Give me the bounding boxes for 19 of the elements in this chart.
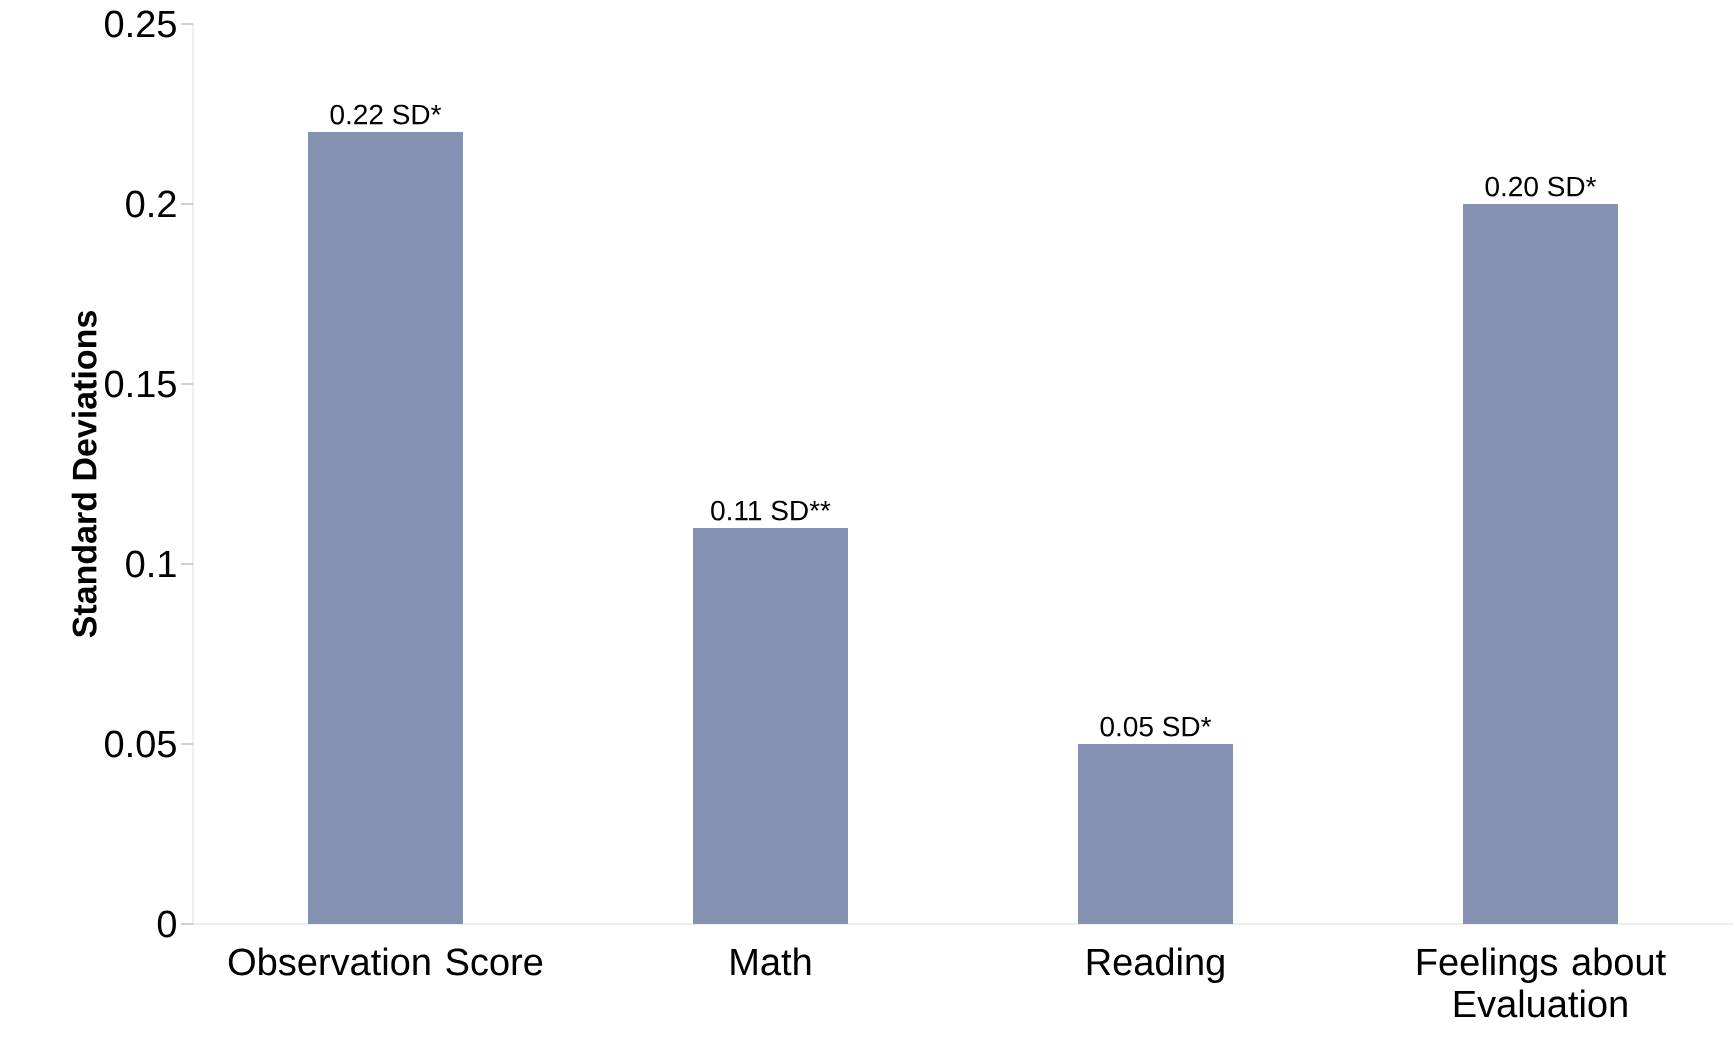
y-tick-label: 0 — [157, 910, 176, 938]
y-tick-label: 0.1 — [126, 550, 176, 578]
data-label: 0.22 SD* — [330, 104, 442, 125]
x-tick-label: Math — [731, 947, 811, 976]
data-label: 0.20 SD* — [1485, 176, 1597, 197]
y-tick-label: 0.05 — [105, 730, 176, 758]
data-label: 0.11 SD** — [711, 500, 831, 521]
data-label: 0.05 SD* — [1100, 716, 1212, 737]
y-axis-title: Standard Deviations — [71, 311, 97, 638]
x-tick-label: Feelings about Evaluation — [1417, 947, 1666, 1018]
y-tick-label: 0.2 — [126, 190, 176, 218]
y-tick-label: 0.25 — [105, 10, 176, 38]
x-tick-label: Observation Score — [228, 947, 543, 976]
y-tick-label: 0.15 — [105, 370, 176, 398]
bar — [693, 527, 848, 924]
bar — [308, 131, 463, 924]
bar — [1463, 203, 1618, 924]
x-tick-label: Reading — [1087, 947, 1224, 983]
bar — [1078, 744, 1233, 924]
